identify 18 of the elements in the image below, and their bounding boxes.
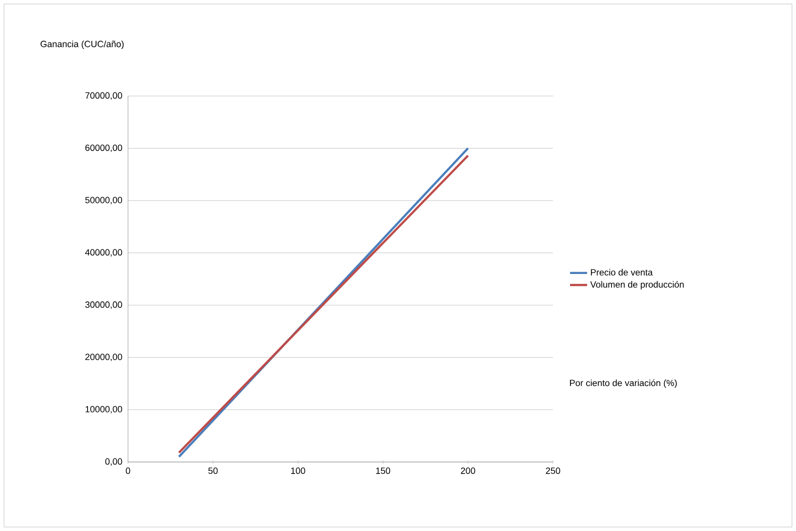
x-tick-label: 200 — [460, 468, 476, 474]
y-tick-label: 30000,00 — [85, 301, 122, 309]
legend-label: Volumen de producción — [590, 280, 684, 290]
y-tick-label: 20000,00 — [85, 354, 122, 362]
y-tick-label: 40000,00 — [85, 249, 122, 257]
x-tick-label: 50 — [208, 468, 218, 474]
x-tick-label: 250 — [546, 468, 560, 474]
x-tick-label: 100 — [291, 468, 306, 474]
y-tick-label: 50000,00 — [85, 196, 122, 204]
legend-label: Precio de venta — [590, 268, 653, 276]
y-tick-label: 10000,00 — [86, 406, 122, 414]
y-tick-label: 60000,00 — [85, 144, 122, 152]
x-tick-label: 0 — [126, 468, 130, 474]
y-axis-title: Ganancia (CUC/año) — [40, 40, 124, 49]
y-tick-label: 70000,00 — [85, 92, 122, 100]
x-tick-label: 150 — [376, 468, 390, 474]
x-axis-title: Por ciento de variación (%) — [570, 379, 677, 388]
y-tick-label: 0,00 — [105, 458, 122, 466]
